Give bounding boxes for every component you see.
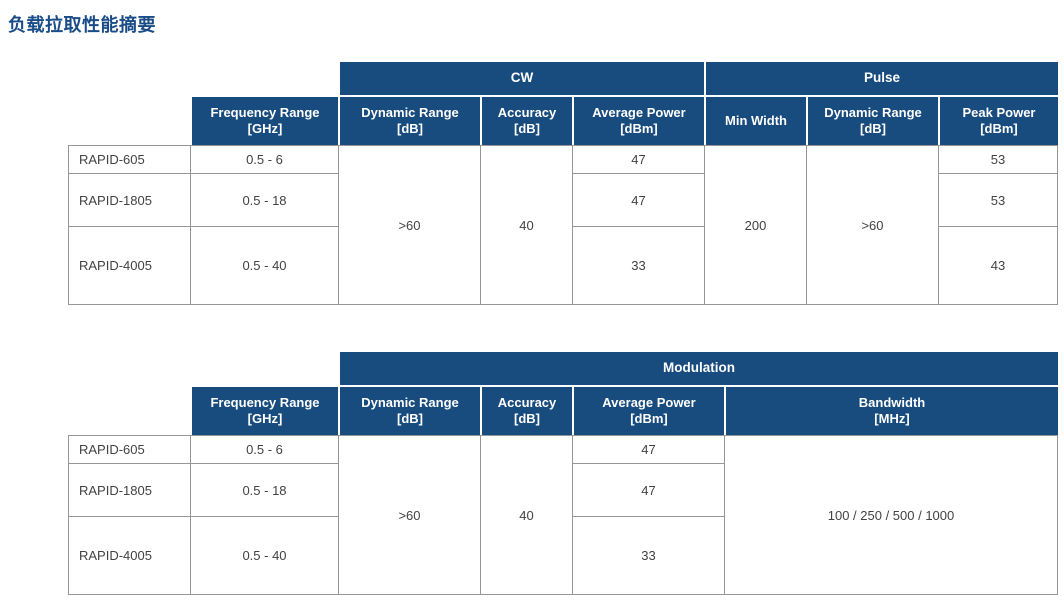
cell-frequency-range: 0.5 - 40: [190, 226, 338, 305]
cell-average-power: 33: [572, 516, 724, 595]
cell-frequency-range: 0.5 - 6: [190, 435, 338, 463]
cell-peak-power: 43: [938, 226, 1058, 305]
cell-frequency-range: 0.5 - 18: [190, 463, 338, 516]
column-header-pulse-peak-power: Peak Power [dBm]: [938, 97, 1058, 145]
cell-frequency-range: 0.5 - 40: [190, 516, 338, 595]
group-header-pulse: Pulse: [704, 62, 1058, 97]
cell-average-power: 47: [572, 145, 704, 173]
column-header-pulse-dynamic-range: Dynamic Range [dB]: [806, 97, 938, 145]
column-header-cw-average-power: Average Power [dBm]: [572, 97, 704, 145]
cell-model: RAPID-1805: [68, 173, 190, 226]
merged-cell-dynamic-range: >60: [338, 435, 480, 595]
cell-model: RAPID-605: [68, 435, 190, 463]
merged-cell-cw-accuracy: 40: [480, 145, 572, 305]
column-header-pulse-min-width: Min Width: [704, 97, 806, 145]
group-header-cw: CW: [338, 62, 704, 97]
cell-peak-power: 53: [938, 173, 1058, 226]
cell-average-power: 47: [572, 435, 724, 463]
column-header-bandwidth: Bandwidth [MHz]: [724, 387, 1058, 435]
cell-frequency-range: 0.5 - 6: [190, 145, 338, 173]
cell-model: RAPID-4005: [68, 226, 190, 305]
cell-average-power: 47: [572, 173, 704, 226]
cell-model: RAPID-605: [68, 145, 190, 173]
cw-pulse-table: CW Pulse Frequency Range [GHz] Dynamic R…: [68, 62, 1058, 305]
modulation-table: Modulation Frequency Range [GHz] Dynamic…: [68, 352, 1058, 595]
column-header-dynamic-range: Dynamic Range [dB]: [338, 387, 480, 435]
cell-peak-power: 53: [938, 145, 1058, 173]
merged-cell-pulse-dynamic-range: >60: [806, 145, 938, 305]
cell-average-power: 33: [572, 226, 704, 305]
column-header-cw-accuracy: Accuracy [dB]: [480, 97, 572, 145]
merged-cell-accuracy: 40: [480, 435, 572, 595]
merged-cell-cw-dynamic-range: >60: [338, 145, 480, 305]
merged-cell-bandwidth: 100 / 250 / 500 / 1000: [724, 435, 1058, 595]
column-header-frequency-range: Frequency Range [GHz]: [190, 97, 338, 145]
cell-frequency-range: 0.5 - 18: [190, 173, 338, 226]
merged-cell-pulse-min-width: 200: [704, 145, 806, 305]
cell-average-power: 47: [572, 463, 724, 516]
column-header-average-power: Average Power [dBm]: [572, 387, 724, 435]
column-header-accuracy: Accuracy [dB]: [480, 387, 572, 435]
column-header-frequency-range: Frequency Range [GHz]: [190, 387, 338, 435]
page-title: 负载拉取性能摘要: [8, 15, 156, 35]
cell-model: RAPID-4005: [68, 516, 190, 595]
group-header-modulation: Modulation: [338, 352, 1058, 387]
cell-model: RAPID-1805: [68, 463, 190, 516]
column-header-cw-dynamic-range: Dynamic Range [dB]: [338, 97, 480, 145]
